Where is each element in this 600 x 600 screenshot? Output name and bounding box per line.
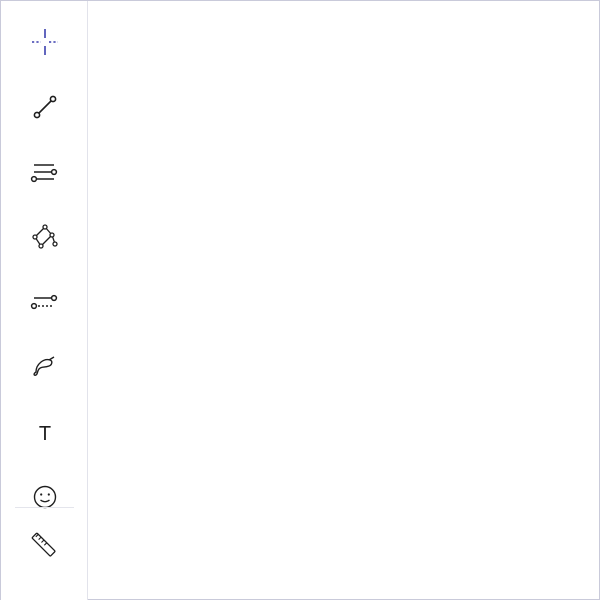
svg-text:T: T — [38, 423, 50, 445]
